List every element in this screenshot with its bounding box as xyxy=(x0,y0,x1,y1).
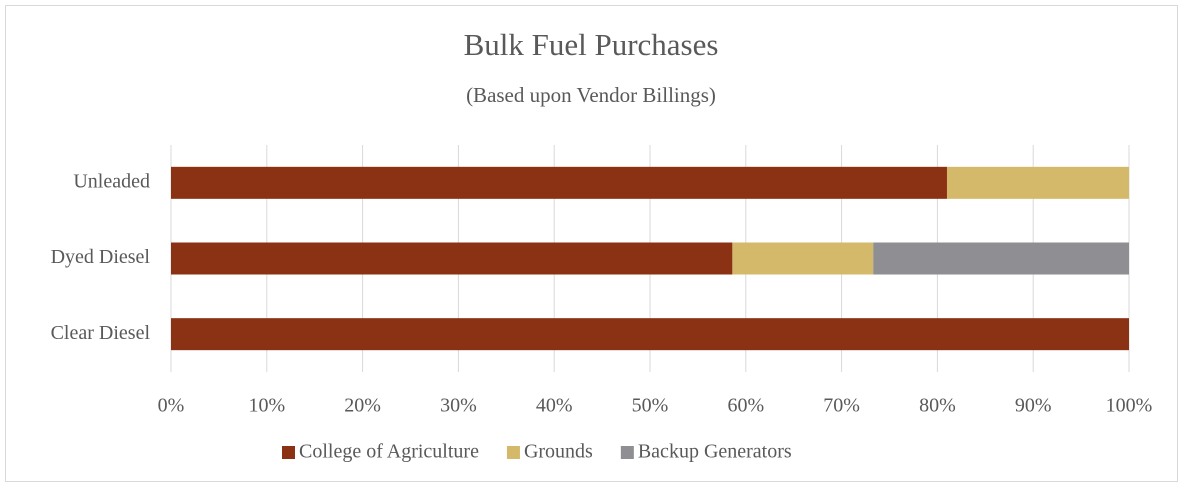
x-tick-label: 30% xyxy=(440,395,477,417)
legend-label: Grounds xyxy=(524,441,593,463)
bar-segment xyxy=(171,166,947,199)
legend-label: Backup Generators xyxy=(638,441,792,463)
legend-swatch xyxy=(282,446,295,459)
legend-label: College of Agriculture xyxy=(299,441,479,463)
bar-segment xyxy=(171,318,1129,351)
bar-segment xyxy=(946,166,1129,199)
x-tick-label: 20% xyxy=(344,395,381,417)
x-tick-label: 50% xyxy=(632,395,669,417)
y-tick-label: Dyed Diesel xyxy=(51,246,151,268)
x-tick-label: 40% xyxy=(536,395,573,417)
x-tick-label: 100% xyxy=(1106,395,1153,417)
x-tick-label: 70% xyxy=(823,395,860,417)
legend-swatch xyxy=(506,446,520,459)
x-tick-label: 60% xyxy=(727,395,764,417)
y-tick-label: Clear Diesel xyxy=(51,322,151,344)
bar-segment xyxy=(171,242,733,275)
y-tick-label: Unleaded xyxy=(73,170,150,192)
x-tick-label: 0% xyxy=(158,395,185,417)
x-tick-label: 10% xyxy=(248,395,285,417)
legend-swatch xyxy=(620,446,634,459)
bar-segment xyxy=(873,242,1129,275)
bar-segment xyxy=(732,242,874,275)
x-tick-label: 90% xyxy=(1015,395,1052,417)
chart-title: Bulk Fuel Purchases xyxy=(464,27,719,62)
x-tick-label: 80% xyxy=(919,395,956,417)
chart-subtitle: (Based upon Vendor Billings) xyxy=(466,83,716,107)
